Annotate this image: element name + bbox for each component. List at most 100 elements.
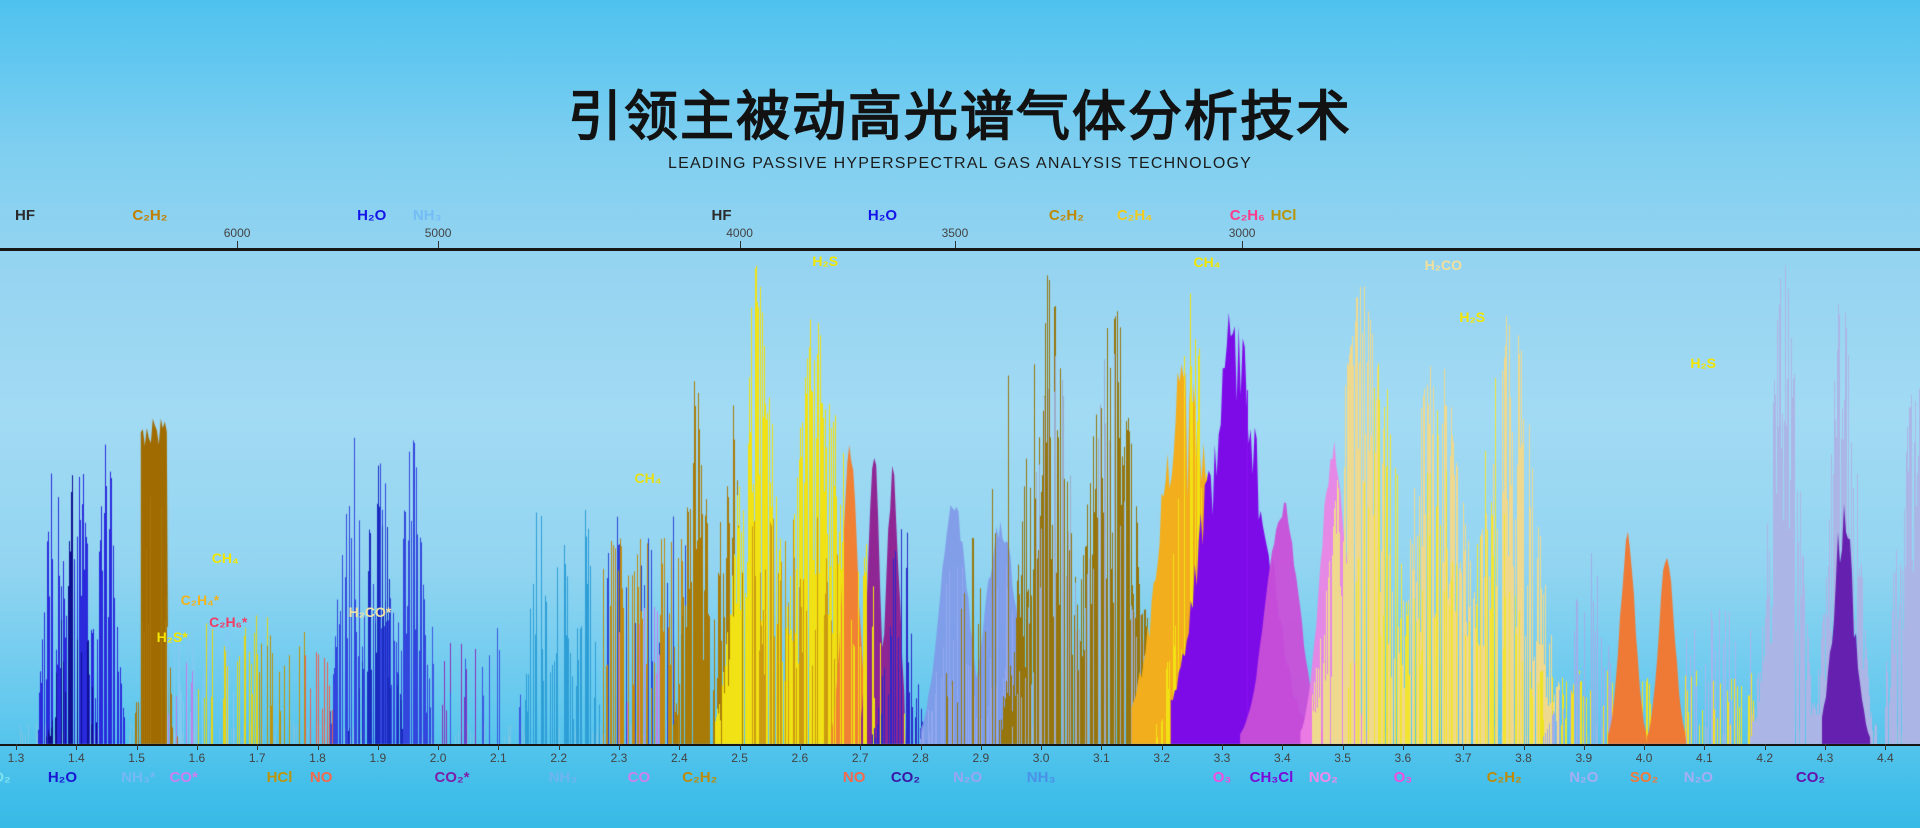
wavelength-tick-label: 3.2 [1153,751,1171,765]
wavelength-tick-label: 2.3 [610,751,628,765]
bottom-gas-label: NO₂ [1308,769,1338,786]
wavelength-tick-label: 3.8 [1515,751,1532,765]
wavelength-tick-mark [1041,744,1043,750]
wavelength-tick-mark [438,744,440,750]
wavenumber-tick-mark [739,241,741,248]
wavelength-tick-mark [980,744,982,750]
chart-gas-label: C₂H₆* [209,614,248,630]
wavelength-tick-mark [16,744,17,750]
bottom-gas-label: O₂ [0,769,11,786]
bottom-gas-label: SO₂ [1629,769,1659,786]
wavelength-tick-label: 1.7 [248,751,266,765]
bottom-gas-label: NH₃ [1026,769,1056,786]
wavelength-tick-mark [1704,744,1706,750]
wavelength-tick-label: 4.0 [1635,751,1653,765]
chart-gas-label: H₂S [1690,355,1717,371]
bottom-gas-label: O₃ [1393,769,1413,786]
bottom-gas-label: CO* [169,769,198,786]
wavelength-tick-label: 2.8 [912,751,929,765]
wavelength-tick-mark [1101,744,1103,750]
wavelength-tick-label: 4.4 [1876,751,1894,765]
wavenumber-tick-label: 5000 [424,226,452,240]
chart-gas-label: CH₄ [634,470,662,486]
wavelength-tick-label: 3.9 [1575,751,1593,765]
wavelength-tick-label: 1.4 [67,751,85,765]
wavelength-tick-label: 4.3 [1816,751,1834,765]
top-gas-label: C₂H₂ [1048,207,1084,224]
bottom-gas-label: N₂O [1569,769,1599,786]
wavelength-tick-mark [1885,744,1887,750]
wavelength-tick-label: 3.1 [1093,751,1110,765]
wavelength-tick-label: 4.2 [1756,751,1774,765]
bottom-gas-label: H₂O [47,769,78,786]
top-gas-label: HF [711,207,732,224]
wavelength-tick-label: 2.4 [670,751,688,765]
wavelength-tick-mark [136,744,138,750]
wavelength-tick-mark [257,744,259,750]
wavenumber-tick-label: 3500 [941,226,969,240]
wavelength-tick-label: 3.4 [1273,751,1291,765]
bottom-gas-label: NH₃ [548,769,578,786]
wavelength-tick-mark [1161,744,1163,750]
wavelength-tick-label: 3.6 [1394,751,1412,765]
top-gas-label: NH₃ [412,207,442,224]
wavenumber-tick-mark [954,241,956,248]
wavelength-tick-mark [498,744,500,750]
wavelength-tick-mark [1583,744,1585,750]
top-gas-label: H₂O [357,207,387,224]
wavelength-tick-label: 1.3 [7,751,25,765]
wavelength-tick-label: 2.0 [429,751,447,765]
wavelength-tick-mark [1282,744,1284,750]
bottom-gas-label: CO [627,769,651,786]
chart-gas-label: H₂CO [1424,257,1462,273]
bottom-gas-label: C₂H₂ [682,769,718,786]
wavelength-tick-label: 3.0 [1032,751,1050,765]
top-gas-label: C₂H₂ [132,207,168,224]
wavenumber-tick-mark [1242,241,1244,248]
bottom-gas-label: CO₂ [890,769,921,786]
bottom-gas-label: O₃ [1212,769,1232,786]
wavelength-tick-label: 2.2 [550,751,568,765]
wavelength-tick-label: 1.8 [309,751,326,765]
wavenumber-tick-label: 3000 [1228,226,1256,240]
wavenumber-tick-mark [237,241,239,248]
bottom-gas-label: NO [842,769,866,786]
wavelength-tick-mark [920,744,922,750]
wavenumber-tick-label: 4000 [726,226,753,240]
chart-gas-label: CH₄ [1193,254,1221,270]
wavelength-tick-mark [196,744,198,750]
top-gas-label: HCl [1270,207,1297,224]
wavelength-tick-mark [739,744,741,750]
wavenumber-tick-label: 6000 [223,226,251,240]
wavelength-tick-mark [619,744,620,750]
bottom-gas-label: N₂O [1683,769,1713,786]
wavelength-tick-label: 2.6 [791,751,809,765]
wavelength-tick-label: 2.5 [731,751,748,765]
chart-gas-label: H₂CO* [348,604,392,620]
wavelength-tick-mark [679,744,681,750]
wavelength-tick-label: 2.9 [972,751,990,765]
chart-gas-label: H₂S* [156,629,188,645]
bottom-gas-label: CO₂ [1795,769,1826,786]
top-gas-label: H₂O [867,207,898,224]
bottom-gas-label: C₂H₂ [1486,769,1522,786]
wavelength-tick-mark [1825,744,1826,750]
bottom-gas-label: CH₃Cl [1249,769,1294,786]
top-gas-label: C₂H₆ [1229,207,1265,224]
page-title: 引领主被动高光谱气体分析技术 [568,87,1352,147]
chart-gas-label: C₂H₄* [180,592,220,608]
bottom-gas-label: NO [309,769,333,786]
wavelength-tick-mark [1402,744,1404,750]
top-axis-line [0,248,1920,251]
wavelength-tick-label: 4.1 [1696,751,1713,765]
wavelength-tick-mark [1222,744,1223,750]
wavelength-tick-mark [558,744,560,750]
bottom-gas-label: NH₃* [121,769,156,786]
wavelength-tick-label: 1.5 [128,751,145,765]
chart-gas-label: H₂S [812,253,839,269]
top-gas-label: HF [15,207,36,224]
bottom-gas-label: CO₂* [434,769,470,786]
wavelength-tick-mark [860,744,862,750]
